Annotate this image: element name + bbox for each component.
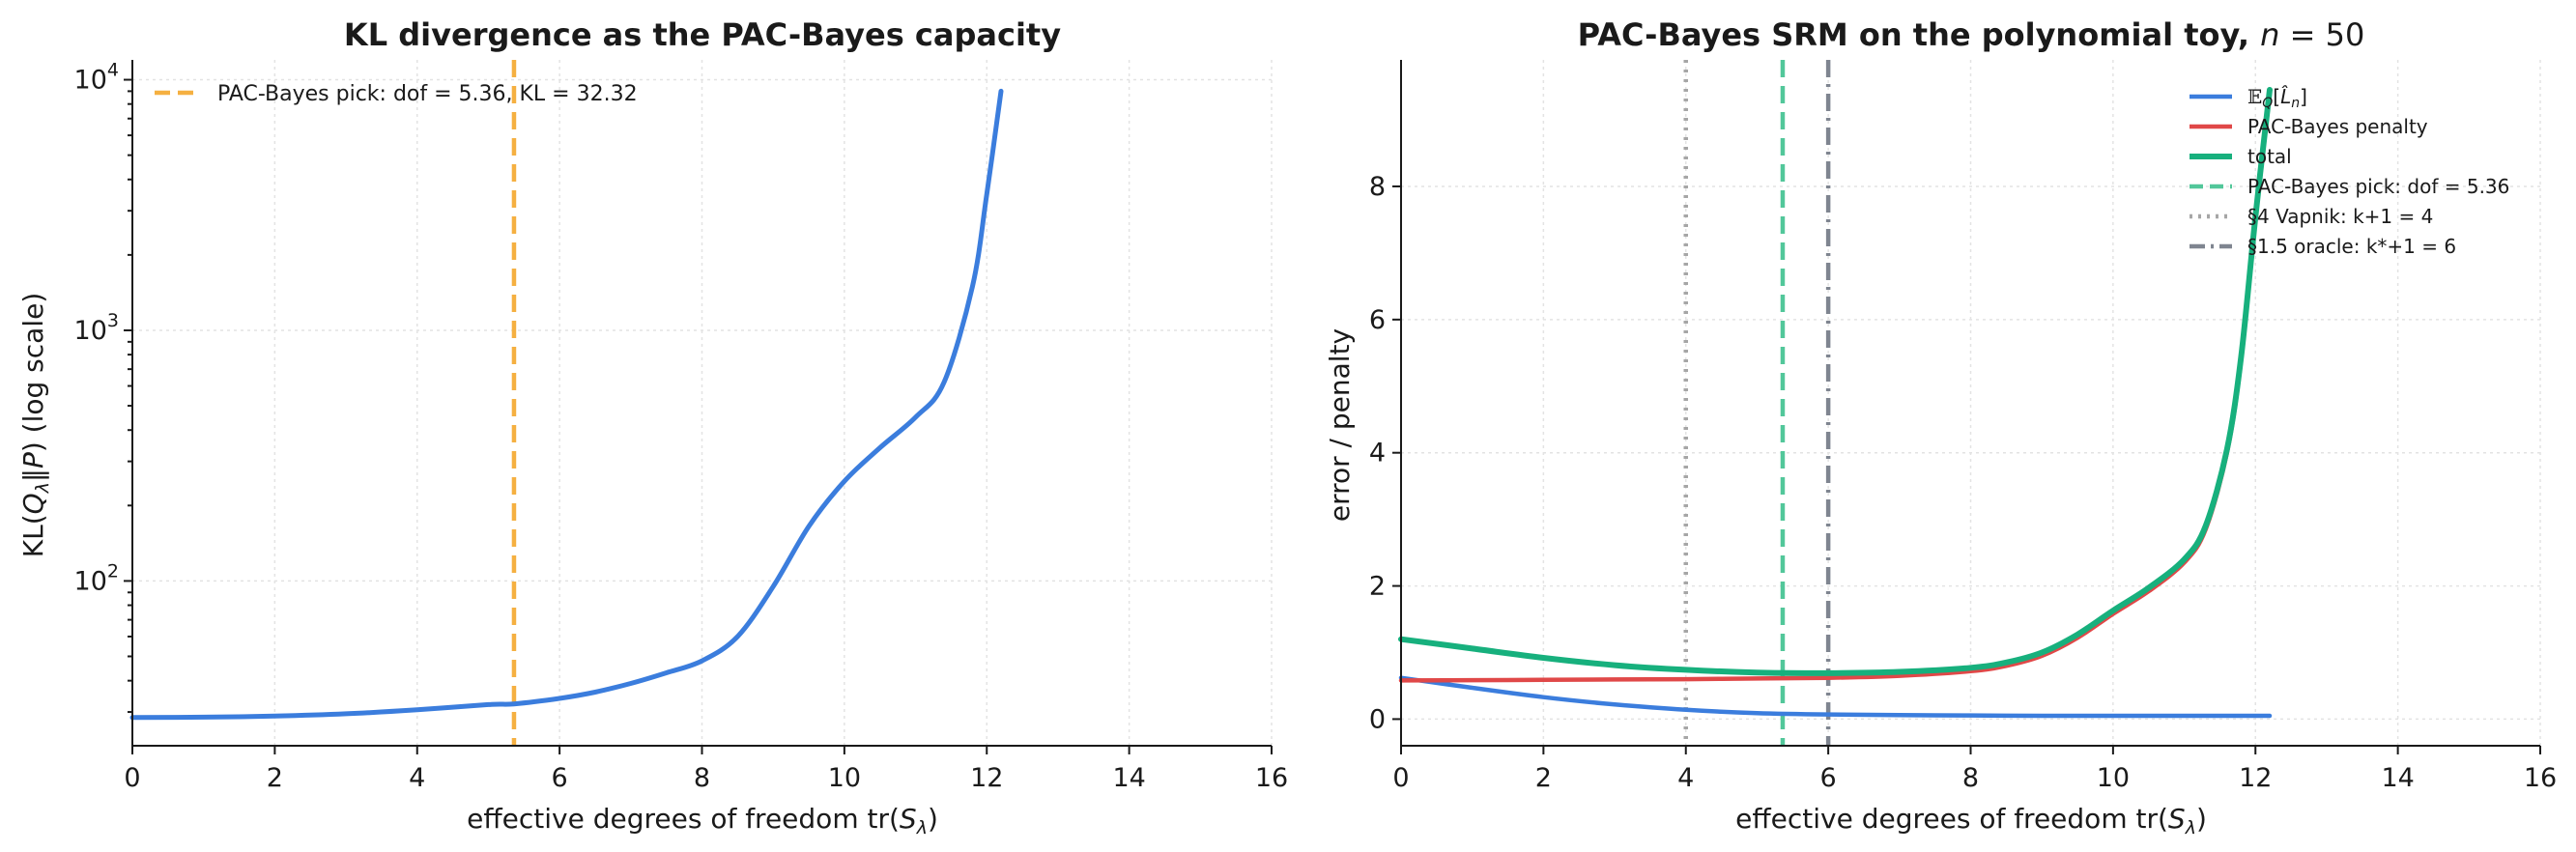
y-tick-label-base: 10 <box>74 66 107 96</box>
right-legend-label-vapnik: §4 Vapnik: k+1 = 4 <box>2247 205 2433 228</box>
series-line-2 <box>1398 87 2273 676</box>
right-chart-title: PAC-Bayes SRM on the polynomial toy, n =… <box>1578 16 2365 53</box>
y-tick-label-exponent: 2 <box>107 560 119 582</box>
y-tick-label: 2 <box>1369 572 1386 602</box>
right-legend-label-empirical: 𝔼Q[L̂n] <box>2247 85 2307 111</box>
x-tick-label: 6 <box>552 763 568 793</box>
left-gridlines <box>131 60 1273 746</box>
x-tick-label: 0 <box>124 763 140 793</box>
left-series-layer <box>129 60 1004 746</box>
x-tick-label: 0 <box>1392 763 1409 793</box>
right-legend: 𝔼Q[L̂n] PAC-Bayes penalty total PAC-Baye… <box>2190 85 2509 258</box>
x-tick-label: 16 <box>2524 763 2557 793</box>
y-tick-label-exponent: 3 <box>107 310 119 331</box>
left-x-axis-label: effective degrees of freedom tr(Sλ) <box>467 803 938 838</box>
left-legend-label-pick: PAC-Bayes pick: dof = 5.36, KL = 32.32 <box>217 82 638 106</box>
y-tick-label-base: 10 <box>74 566 107 596</box>
y-tick-label: 0 <box>1369 704 1386 734</box>
right-axes: 0 2 4 6 8 10 12 14 16 0 2 4 6 8 <box>1369 60 2557 793</box>
y-tick-label: 4 <box>1369 439 1386 469</box>
left-chart-title: KL divergence as the PAC-Bayes capacity <box>344 16 1061 53</box>
y-tick-label-base: 10 <box>74 316 107 346</box>
x-tick-label: 14 <box>1112 763 1145 793</box>
y-tick-label-exponent: 4 <box>107 60 119 81</box>
right-y-axis-label: error / penalty <box>1324 328 1356 522</box>
series-line-0 <box>129 88 1004 721</box>
y-tick-label: 6 <box>1369 305 1386 335</box>
left-y-axis-label: KL(Qλ‖P) (log scale) <box>17 293 53 557</box>
right-gridlines <box>1400 60 2541 746</box>
right-chart-panel: PAC-Bayes SRM on the polynomial toy, n =… <box>1324 16 2557 838</box>
series-line-0 <box>1398 675 2273 719</box>
y-tick-label: 8 <box>1369 172 1386 202</box>
x-tick-label: 2 <box>267 763 283 793</box>
x-tick-label: 8 <box>1962 763 1979 793</box>
x-tick-label: 10 <box>828 763 861 793</box>
left-chart-panel: KL divergence as the PAC-Bayes capacity … <box>17 16 1288 838</box>
x-tick-label: 14 <box>2381 763 2414 793</box>
x-tick-label: 2 <box>1535 763 1552 793</box>
x-tick-label: 8 <box>694 763 710 793</box>
right-x-axis-label: effective degrees of freedom tr(Sλ) <box>1735 803 2207 838</box>
x-tick-label: 12 <box>2239 763 2272 793</box>
right-series-layer <box>1398 60 2273 746</box>
x-tick-label: 4 <box>1677 763 1694 793</box>
x-tick-label: 16 <box>1255 763 1288 793</box>
right-legend-label-penalty: PAC-Bayes penalty <box>2247 115 2428 138</box>
right-legend-label-oracle: §1.5 oracle: k*+1 = 6 <box>2247 235 2456 258</box>
x-tick-label: 4 <box>409 763 425 793</box>
x-tick-label: 6 <box>1820 763 1837 793</box>
right-legend-label-pick: PAC-Bayes pick: dof = 5.36 <box>2247 175 2509 198</box>
y-tick-label: 102 <box>74 560 119 596</box>
left-legend: PAC-Bayes pick: dof = 5.36, KL = 32.32 <box>155 82 638 106</box>
right-legend-label-total: total <box>2247 145 2292 168</box>
x-tick-label: 12 <box>970 763 1003 793</box>
y-tick-label: 103 <box>74 310 119 346</box>
x-tick-label: 10 <box>2097 763 2130 793</box>
y-tick-label: 104 <box>74 60 119 96</box>
